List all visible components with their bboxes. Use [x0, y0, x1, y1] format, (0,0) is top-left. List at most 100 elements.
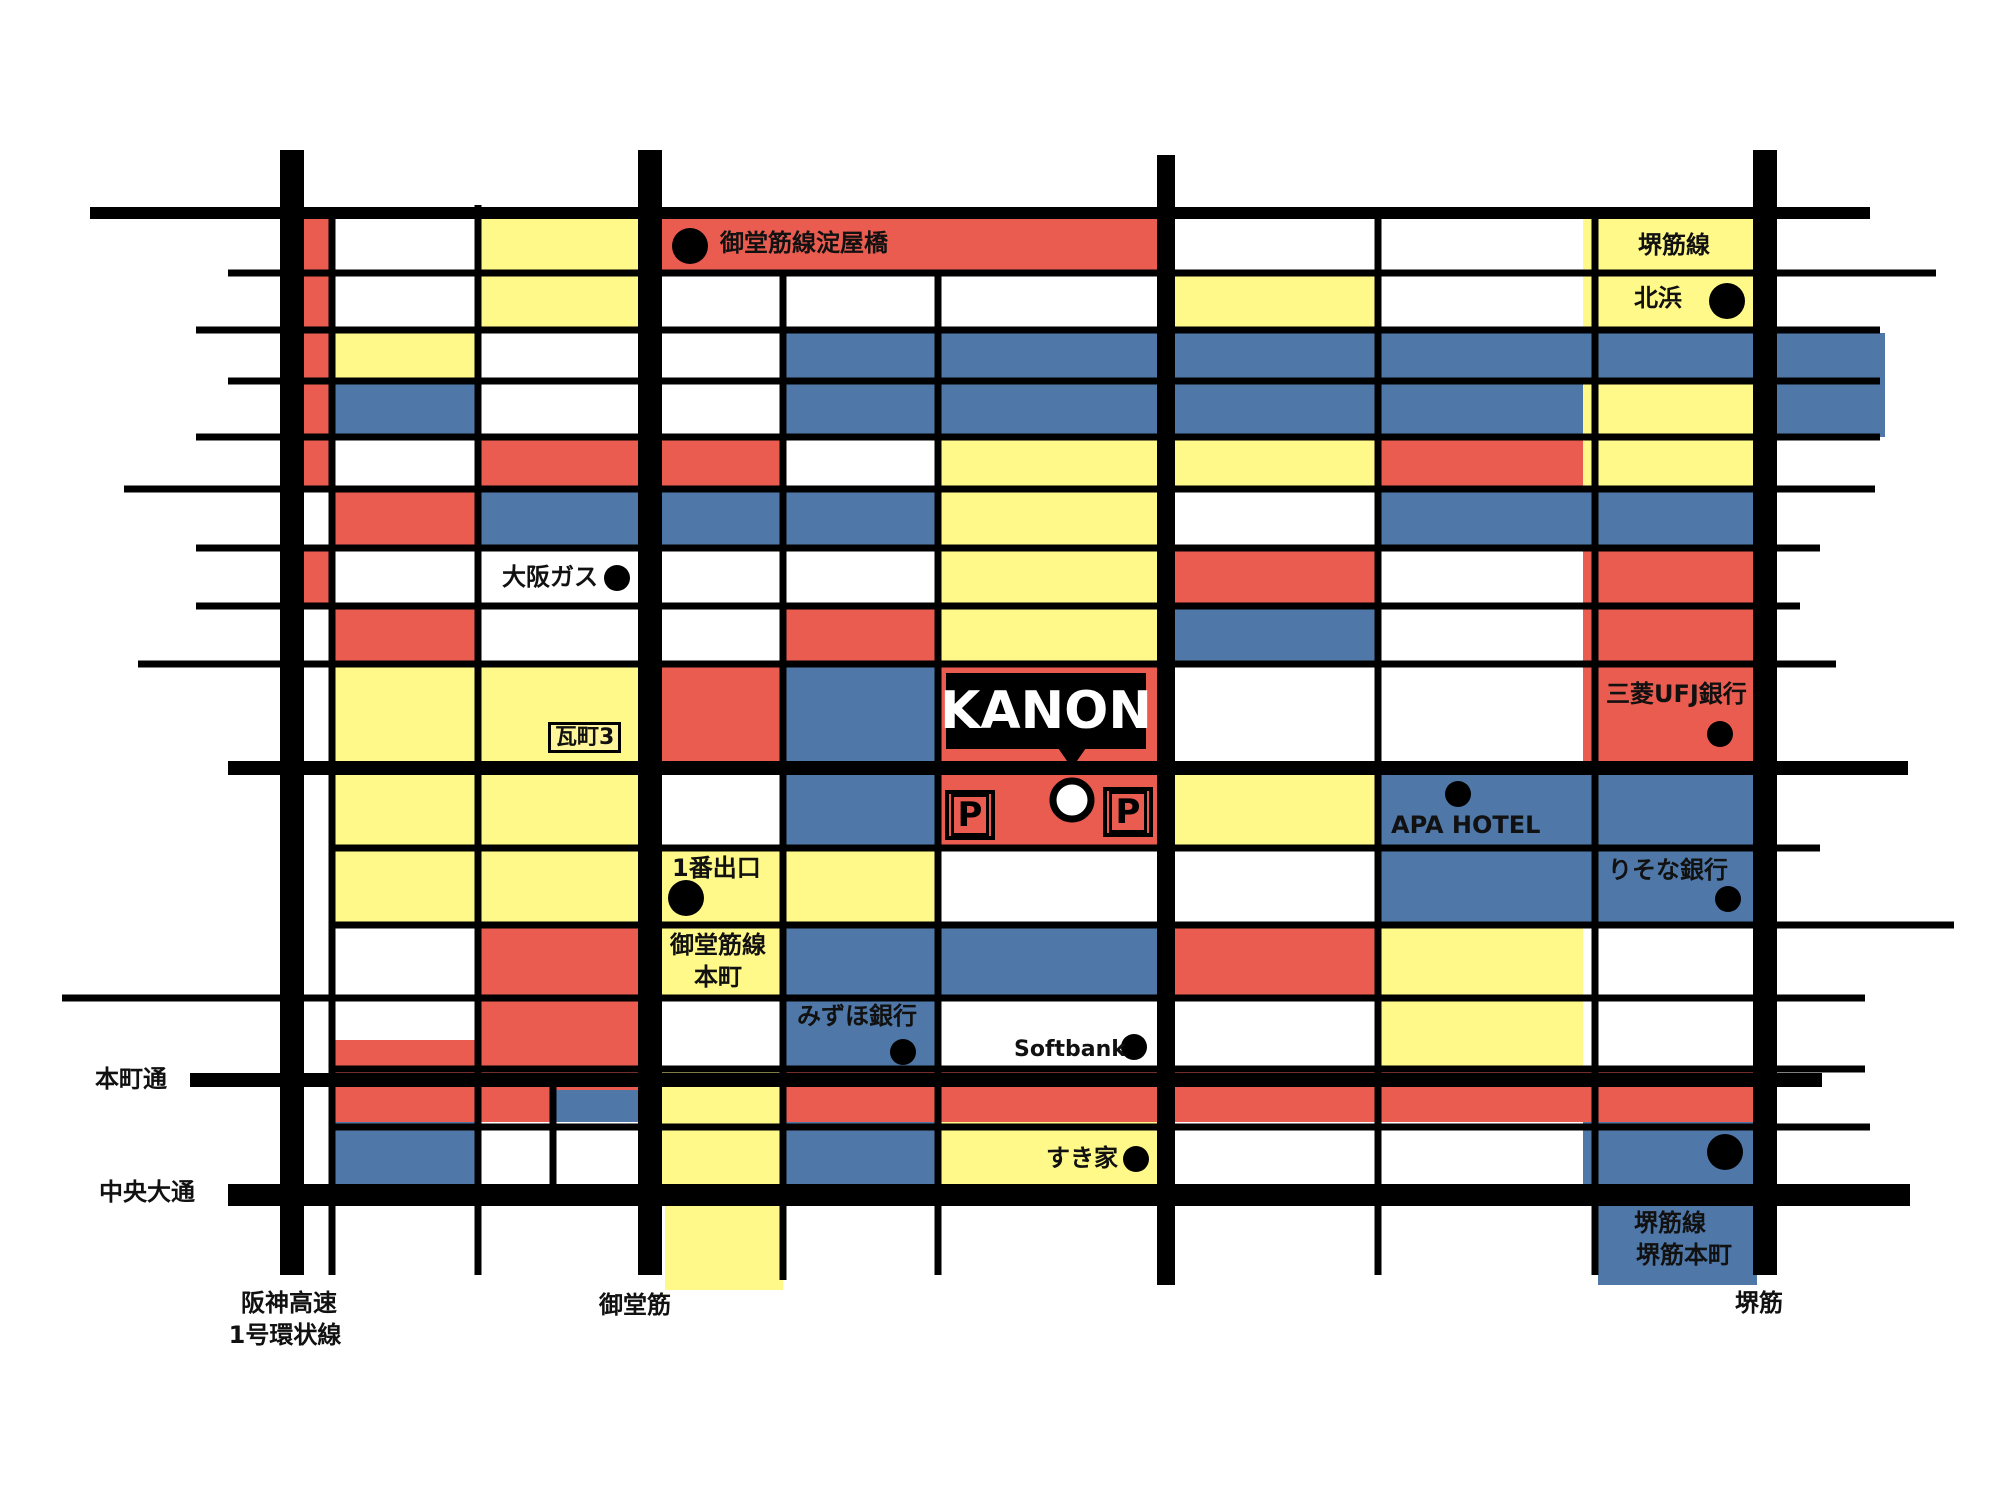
- map-block: [783, 218, 938, 275]
- kanon-pin-circle: [1049, 777, 1095, 823]
- map-block: [642, 847, 783, 924]
- station-label-honmachi-line: 御堂筋線: [670, 931, 766, 959]
- map-block: [938, 437, 1162, 490]
- road-label-midosuji: 御堂筋: [599, 1291, 671, 1319]
- map-block: [938, 328, 1162, 383]
- map-block: [783, 328, 938, 383]
- kanon-pin-pointer: [1058, 748, 1086, 768]
- map-block: [642, 437, 783, 490]
- map-block: [938, 545, 1162, 604]
- map-block: [333, 1122, 478, 1184]
- map-block: [1162, 383, 1375, 437]
- map-block: [783, 768, 938, 847]
- map-block: [1375, 998, 1583, 1068]
- map-block: [783, 490, 938, 545]
- landmark-label-mufg: 三菱UFJ銀行: [1606, 680, 1747, 708]
- map-block: [1583, 383, 1757, 437]
- road-label-chuo-odori: 中央大通: [99, 1178, 195, 1206]
- map-block: [1583, 437, 1757, 490]
- map-block: [783, 924, 938, 998]
- map-block: [783, 383, 938, 437]
- map-block: [1583, 490, 1757, 545]
- map-block: [300, 383, 333, 437]
- landmark-label-apa-hotel: APA HOTEL: [1391, 811, 1541, 839]
- station-dot-exit1: [668, 880, 704, 916]
- map-block: [1375, 768, 1583, 847]
- map-block: [1375, 490, 1583, 545]
- map-block: [642, 924, 783, 998]
- parking-icon-right: P: [1103, 787, 1153, 837]
- map-block: [333, 604, 478, 665]
- map-block: [642, 1122, 783, 1184]
- map-block: [1375, 383, 1583, 437]
- landmark-label-kawaramachi3: 瓦町3: [548, 722, 622, 754]
- map-block: [938, 218, 1162, 275]
- map-block: [333, 490, 478, 545]
- map-block: [1162, 604, 1375, 665]
- map-block: [783, 847, 938, 924]
- map-block: [333, 665, 478, 768]
- map-block: [1583, 665, 1757, 768]
- map-block: [938, 604, 1162, 665]
- landmark-dot-softbank: [1121, 1034, 1147, 1060]
- map-block: [478, 437, 642, 490]
- map-block: [333, 768, 478, 847]
- station-label-sakaisuji-honmachi-line: 堺筋線: [1634, 1209, 1706, 1237]
- map-block: [938, 490, 1162, 545]
- road-label-hanshin-line1: 阪神高速: [241, 1289, 337, 1317]
- parking-icon-left: P: [945, 790, 995, 840]
- map-block: [333, 328, 478, 383]
- landmark-label-mizuho: みずほ銀行: [797, 1002, 917, 1030]
- map-block: [333, 1040, 478, 1068]
- map-block: [1162, 768, 1375, 847]
- map-block: [1162, 545, 1375, 604]
- landmark-dot-sukiya: [1123, 1146, 1149, 1172]
- landmark-dot-apa-hotel: [1445, 781, 1471, 807]
- map-block: [478, 924, 642, 998]
- map-block: [300, 328, 333, 383]
- landmark-label-resona: りそな銀行: [1608, 856, 1728, 884]
- map-block: [1375, 847, 1583, 924]
- map-block: [1780, 333, 1885, 437]
- map-block: [333, 847, 478, 924]
- map-block: [553, 1090, 642, 1122]
- map-block: [1375, 328, 1583, 383]
- station-label-sakaisuji-honmachi: 堺筋本町: [1636, 1241, 1732, 1269]
- station-label-exit1: 1番出口: [672, 854, 761, 882]
- landmark-dot-osaka-gas: [604, 565, 630, 591]
- station-label-yodoyabashi: 御堂筋線淀屋橋: [720, 229, 888, 257]
- map-block: [1583, 218, 1757, 275]
- map-block: [642, 665, 783, 768]
- map-block: [1583, 768, 1757, 847]
- map-block: [642, 218, 783, 275]
- landmark-label-sukiya: すき家: [1046, 1144, 1118, 1172]
- map-block: [300, 437, 333, 490]
- kanon-venue-label: KANON: [940, 673, 1152, 749]
- map-block: [300, 218, 333, 275]
- map-block: [642, 490, 783, 545]
- landmark-dot-mufg: [1707, 721, 1733, 747]
- map-block: [1375, 437, 1583, 490]
- map-roads: [62, 150, 1954, 1285]
- landmark-dot-resona: [1715, 886, 1741, 912]
- map-block: [1162, 437, 1375, 490]
- map-block: [1583, 328, 1757, 383]
- map-block: [938, 383, 1162, 437]
- map-block: [1375, 924, 1583, 998]
- map-block: [478, 998, 642, 1068]
- map-block: [478, 847, 642, 924]
- station-label-sakaisuji-line: 堺筋線: [1638, 231, 1710, 259]
- station-dot-yodoyabashi: [672, 228, 708, 264]
- map-block: [1162, 328, 1375, 383]
- map-block: [1583, 604, 1757, 665]
- map-block: [783, 1122, 938, 1184]
- station-dot-kitahama: [1709, 283, 1745, 319]
- landmark-label-softbank: Softbank: [1014, 1037, 1126, 1062]
- landmark-label-osaka-gas: 大阪ガス: [502, 563, 598, 591]
- map-block: [478, 768, 642, 847]
- map-block: [300, 545, 333, 604]
- map-block: [1162, 275, 1375, 328]
- map-block: [1162, 924, 1375, 998]
